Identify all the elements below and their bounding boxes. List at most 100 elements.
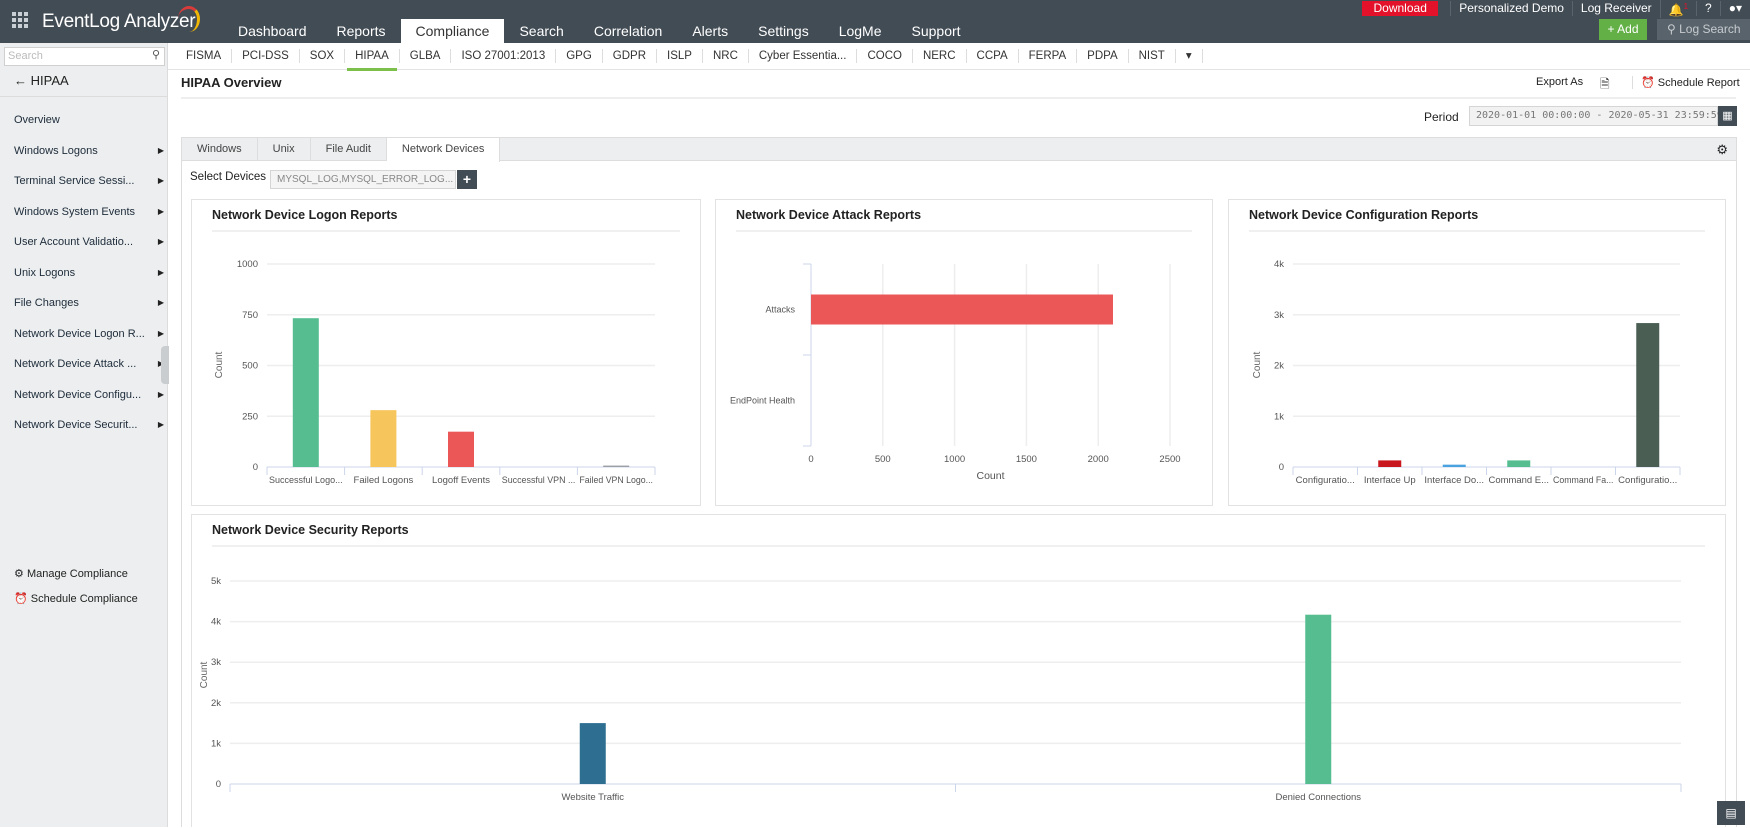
sidebar-search-input[interactable]: Search ⚲	[4, 47, 165, 66]
log-search-button[interactable]: ⚲ Log Search	[1657, 19, 1750, 40]
calendar-icon[interactable]: ▦	[1718, 106, 1737, 126]
tab-cyber-essentia-[interactable]: Cyber Essentia...	[749, 49, 858, 63]
help-icon[interactable]: ?	[1696, 0, 1720, 16]
sidebar-item[interactable]: Network Device Attack ... ▶	[14, 358, 164, 372]
nav-reports[interactable]: Reports	[336, 23, 386, 39]
tab-windows[interactable]: Windows	[182, 138, 258, 160]
nav-correlation[interactable]: Correlation	[593, 23, 663, 39]
nav-search[interactable]: Search	[519, 23, 564, 39]
sidebar-item-label: Network Device Logon R...	[14, 327, 145, 340]
chart-title: Network Device Security Reports	[212, 523, 409, 537]
caret-right-icon: ▶	[157, 298, 164, 307]
bar-website-traffic	[579, 723, 606, 784]
sidebar-item-label: Network Device Attack ...	[14, 358, 137, 370]
nav-dashboard[interactable]: Dashboard	[238, 23, 307, 39]
x-tick-label: 0	[808, 454, 813, 465]
search-icon[interactable]: ⚲	[151, 49, 160, 61]
x-tick-label: Configuratio...	[1296, 475, 1355, 486]
x-tick-label: Denied Connections	[1275, 792, 1361, 803]
tab-ccpa[interactable]: CCPA	[967, 49, 1019, 63]
personalized-demo-link[interactable]: Personalized Demo	[1450, 0, 1572, 16]
tab-iso-27001-2013[interactable]: ISO 27001:2013	[451, 49, 557, 63]
y-tick-label: 0	[253, 462, 258, 473]
nav-support[interactable]: Support	[911, 23, 961, 39]
tab-pdpa[interactable]: PDPA	[1077, 49, 1129, 63]
y-tick-label: 1k	[1274, 411, 1284, 422]
add-button[interactable]: + Add	[1599, 19, 1647, 40]
download-button[interactable]: Download	[1362, 0, 1439, 16]
chart-title: Network Device Logon Reports	[212, 208, 398, 222]
nav-settings[interactable]: Settings	[758, 23, 809, 39]
tab-fisma[interactable]: FISMA	[176, 49, 233, 63]
log-receiver-link[interactable]: Log Receiver	[1571, 0, 1660, 16]
y-tick-label: 750	[242, 310, 258, 321]
x-tick-label: 1000	[944, 454, 965, 465]
sidebar-item[interactable]: Network Device Securit... ▶	[14, 419, 164, 433]
tab-gdpr[interactable]: GDPR	[603, 49, 658, 63]
back-link[interactable]: ← HIPAA	[14, 73, 69, 88]
schedule-compliance-link[interactable]: ⏰ Schedule Compliance	[14, 592, 138, 605]
sidebar-item[interactable]: Overview	[14, 114, 164, 128]
user-avatar-icon[interactable]: ●▾	[1719, 0, 1750, 16]
export-as-label[interactable]: Export As	[1536, 76, 1584, 88]
app-logo[interactable]: EventLog Analyzer	[42, 11, 196, 32]
tab-file-audit[interactable]: File Audit	[311, 138, 387, 160]
sidebar-item[interactable]: User Account Validatio... ▶	[14, 236, 164, 250]
schedule-report-button[interactable]: ⏰ Schedule Report	[1632, 76, 1740, 89]
sidebar-item[interactable]: Windows Logons ▶	[14, 145, 164, 159]
more-tabs-chevron-down-icon[interactable]: ▾	[1176, 49, 1203, 63]
sidebar-item[interactable]: Windows System Events ▶	[14, 206, 164, 220]
bell-icon[interactable]: 🔔1	[1659, 0, 1696, 18]
tab-pci-dss[interactable]: PCI-DSS	[232, 49, 300, 63]
select-devices-input[interactable]: MYSQL_LOG,MYSQL_ERROR_LOG...	[270, 170, 456, 189]
x-tick-label: Interface Do...	[1424, 475, 1484, 486]
gear-icon[interactable]: ⚙	[1716, 142, 1728, 157]
nav-alerts[interactable]: Alerts	[692, 23, 729, 39]
tab-nist[interactable]: NIST	[1129, 49, 1176, 63]
y-axis-label: Count	[214, 351, 225, 378]
sidebar-collapse-handle[interactable]	[161, 346, 169, 384]
x-tick-label: 2500	[1159, 454, 1180, 465]
tab-coco[interactable]: COCO	[857, 49, 913, 63]
caret-right-icon: ▶	[157, 420, 164, 429]
apps-grid-icon[interactable]	[12, 12, 28, 28]
x-tick-label: 500	[875, 454, 891, 465]
nav-logme[interactable]: LogMe	[838, 23, 882, 39]
sidebar-item[interactable]: Unix Logons ▶	[14, 267, 164, 281]
tab-hipaa[interactable]: HIPAA	[345, 49, 400, 71]
tab-unix[interactable]: Unix	[258, 138, 311, 160]
y-tick-label: 3k	[211, 657, 221, 668]
bar-successful-logo-	[292, 318, 319, 467]
y-tick-label: 1k	[211, 738, 221, 749]
top-bar: EventLog Analyzer Dashboard Reports Compli…	[0, 0, 1750, 43]
sidebar-item[interactable]: File Changes ▶	[14, 297, 164, 311]
y-tick-label: 250	[242, 411, 258, 422]
chat-icon[interactable]: ▤	[1717, 801, 1745, 825]
x-tick-label: Failed Logons	[354, 475, 414, 486]
x-tick-label: Configuratio...	[1618, 475, 1677, 486]
tab-gpg[interactable]: GPG	[556, 49, 603, 63]
sidebar-item-label: Unix Logons	[14, 266, 76, 279]
period-input[interactable]: 2020-01-01 00:00:00 - 2020-05-31 23:59:5…	[1469, 106, 1723, 126]
tab-glba[interactable]: GLBA	[400, 49, 452, 63]
caret-right-icon: ▶	[157, 328, 164, 338]
attack-chart: 0 500 1000 1500 2000 2500 Attacks EndPoint Heal…	[730, 263, 1181, 482]
tab-nrc[interactable]: NRC	[703, 49, 749, 63]
sidebar-item-label: Terminal Service Sessi...	[14, 175, 135, 187]
tab-nerc[interactable]: NERC	[913, 49, 967, 63]
notification-badge: 1	[1683, 1, 1689, 11]
sidebar-item[interactable]: Network Device Logon R... ▶	[14, 328, 164, 342]
y-tick-label: 1000	[237, 259, 258, 270]
manage-compliance-link[interactable]: ⚙ Manage Compliance	[14, 567, 128, 580]
nav-compliance[interactable]: Compliance	[400, 19, 505, 43]
bar-command-e-	[1507, 460, 1531, 467]
tab-islp[interactable]: ISLP	[657, 49, 703, 63]
config-chart-panel: Network Device Configuration Reports 0 1k…	[1228, 199, 1726, 506]
tab-ferpa[interactable]: FERPA	[1019, 49, 1078, 63]
add-device-button[interactable]: +	[457, 170, 477, 189]
sidebar-item[interactable]: Terminal Service Sessi... ▶	[14, 175, 164, 189]
sidebar-item[interactable]: Network Device Configu... ▶	[14, 389, 164, 403]
export-pdf-icon[interactable]: 🗎	[1600, 77, 1610, 91]
tab-sox[interactable]: SOX	[300, 49, 346, 63]
tab-network-devices[interactable]: Network Devices	[386, 138, 501, 162]
